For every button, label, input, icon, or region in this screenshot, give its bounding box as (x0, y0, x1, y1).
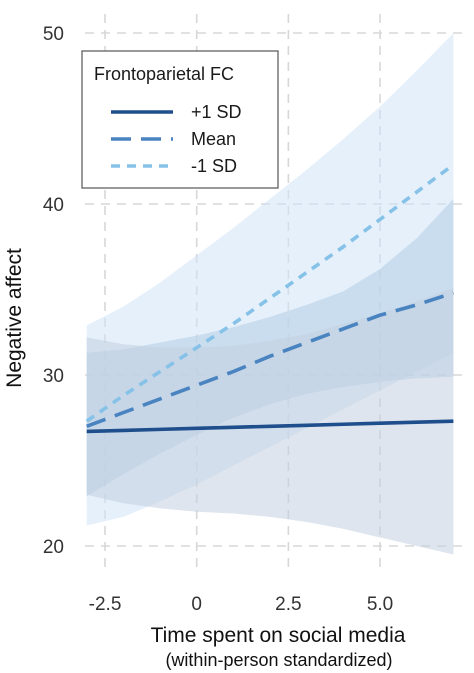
y-axis-title: Negative affect (3, 248, 26, 388)
y-tick-label-2: 40 (43, 195, 64, 216)
series-line-2 (85, 163, 455, 423)
y-tick-label-1: 30 (43, 366, 64, 387)
legend-label-0: +1 SD (191, 102, 242, 122)
x-axis-title: Time spent on social media (151, 624, 406, 647)
confidence-bands (86, 33, 454, 555)
legend-items: +1 SD Mean -1 SD (111, 102, 242, 176)
legend: Frontoparietal FC +1 SD Mean -1 SD (81, 50, 279, 189)
legend-label-2: -1 SD (191, 156, 237, 176)
x-tick-label-1: 0 (191, 594, 202, 615)
series-lines (85, 163, 455, 434)
x-tick-label-2: 2.5 (275, 594, 301, 615)
ci-band-2 (86, 287, 454, 555)
legend-title: Frontoparietal FC (94, 64, 234, 84)
x-axis-subtitle: (within-person standardized) (165, 650, 392, 670)
x-tick-label-0: -2.5 (89, 594, 122, 615)
legend-label-1: Mean (191, 129, 236, 149)
series-line-1 (86, 291, 454, 428)
x-tick-label-3: 5.0 (367, 594, 393, 615)
y-tick-label-0: 20 (43, 537, 64, 558)
series-line-0 (86, 419, 454, 434)
y-tick-label-3: 50 (43, 24, 64, 45)
tick-labels: -2.5 0 2.5 5.0 20 30 40 50 (43, 24, 393, 615)
